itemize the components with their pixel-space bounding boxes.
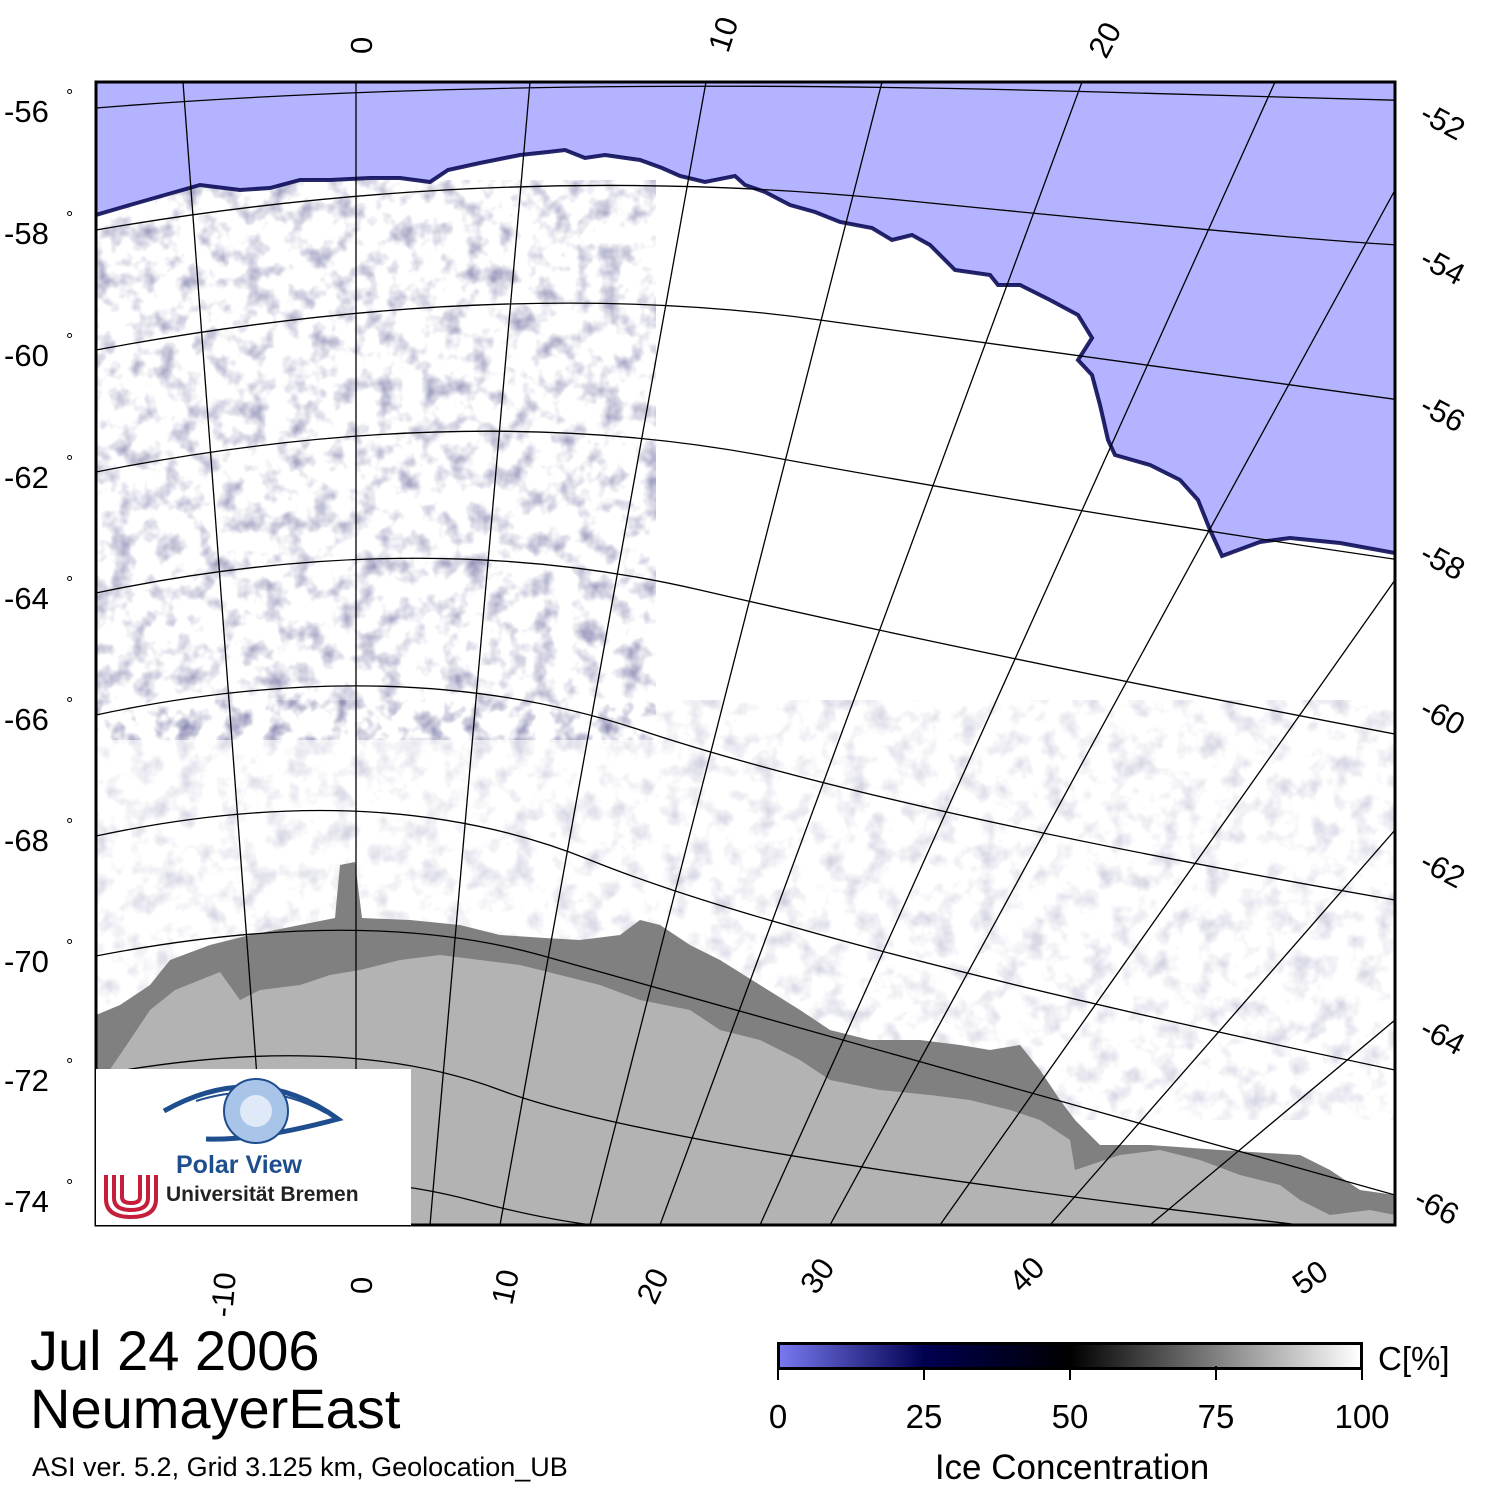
svg-text:°: ° xyxy=(66,330,73,350)
graticule-meridians xyxy=(182,82,1395,1225)
processing-metadata: ASI ver. 5.2, Grid 3.125 km, Geolocation… xyxy=(32,1452,568,1482)
lon-label: -10 xyxy=(204,1271,243,1319)
right-latitude-labels: -52 -54 -56 -58 -60 -62 -64 -66 xyxy=(1409,95,1471,1232)
colorbar-title: Ice Concentration xyxy=(934,1448,1210,1487)
left-latitude-degree-marks: ° ° ° ° ° ° ° ° ° ° xyxy=(66,86,73,1196)
lat-label: -60 xyxy=(1415,690,1471,742)
colorbar-tick-marks xyxy=(777,1366,1363,1380)
polar-view-logo: Polar View Universität Bremen xyxy=(96,1069,411,1225)
lat-label: -60 xyxy=(4,338,49,373)
colorbar-unit: C[%] xyxy=(1378,1340,1450,1377)
svg-text:°: ° xyxy=(66,573,73,593)
lon-label: 30 xyxy=(793,1252,841,1300)
lon-label: 0 xyxy=(344,37,379,54)
ice-edge xyxy=(96,147,1395,559)
colorbar-tick: 75 xyxy=(1197,1398,1235,1435)
logo-institution: Universität Bremen xyxy=(166,1183,359,1206)
svg-text:°: ° xyxy=(66,452,73,472)
lat-label: -52 xyxy=(1415,95,1471,147)
lat-label: -58 xyxy=(4,216,49,251)
lat-label: -54 xyxy=(1415,240,1471,292)
colorbar-tick: 50 xyxy=(1051,1398,1089,1435)
lat-label: -64 xyxy=(1415,1010,1471,1062)
svg-text:°: ° xyxy=(66,1176,73,1196)
colorbar-tick: 100 xyxy=(1334,1398,1390,1435)
eye-icon xyxy=(162,1078,344,1144)
lon-label: 10 xyxy=(701,13,745,57)
lat-label: -64 xyxy=(4,581,49,616)
lon-label: 20 xyxy=(1081,16,1128,63)
logo-title: Polar View xyxy=(176,1151,302,1179)
map-frame xyxy=(94,80,1397,1227)
svg-text:°: ° xyxy=(66,86,73,106)
lat-label: -58 xyxy=(1415,535,1471,587)
land xyxy=(96,955,1395,1225)
lat-label: -62 xyxy=(4,460,49,495)
lat-label: -56 xyxy=(1415,387,1471,439)
svg-text:°: ° xyxy=(66,1055,73,1075)
ice-texture xyxy=(96,180,656,740)
lon-label: 10 xyxy=(485,1266,526,1307)
lat-label: -70 xyxy=(4,944,49,979)
lon-label: 50 xyxy=(1286,1253,1334,1301)
map-date: Jul 24 2006 xyxy=(30,1319,320,1382)
lat-label: -72 xyxy=(4,1063,49,1098)
bremen-u-icon xyxy=(104,1175,158,1220)
lat-label: -62 xyxy=(1415,843,1471,895)
lat-label: -68 xyxy=(4,823,49,858)
svg-text:°: ° xyxy=(66,208,73,228)
lon-label: 20 xyxy=(630,1263,676,1309)
svg-text:°: ° xyxy=(66,815,73,835)
lat-label: -74 xyxy=(4,1184,49,1219)
svg-text:°: ° xyxy=(66,694,73,714)
open-water xyxy=(96,82,1395,556)
lat-label: -56 xyxy=(4,94,49,129)
top-longitude-labels: 0 10 20 xyxy=(344,13,1128,64)
lat-label: -66 xyxy=(1409,1180,1465,1232)
lon-label: 40 xyxy=(1002,1250,1051,1299)
graticule-parallels xyxy=(96,85,1395,1225)
region-name: NeumayerEast xyxy=(30,1377,401,1440)
left-latitude-labels: -56 -58 -60 -62 -64 -66 -68 -70 -72 -74 xyxy=(4,94,49,1219)
bottom-longitude-labels: -10 0 10 20 30 40 50 xyxy=(204,1250,1334,1319)
colorbar-tick: 25 xyxy=(905,1398,943,1435)
svg-text:°: ° xyxy=(66,936,73,956)
colorbar-tick: 0 xyxy=(768,1398,788,1435)
lon-label: 0 xyxy=(344,1277,379,1294)
lat-label: -66 xyxy=(4,702,49,737)
